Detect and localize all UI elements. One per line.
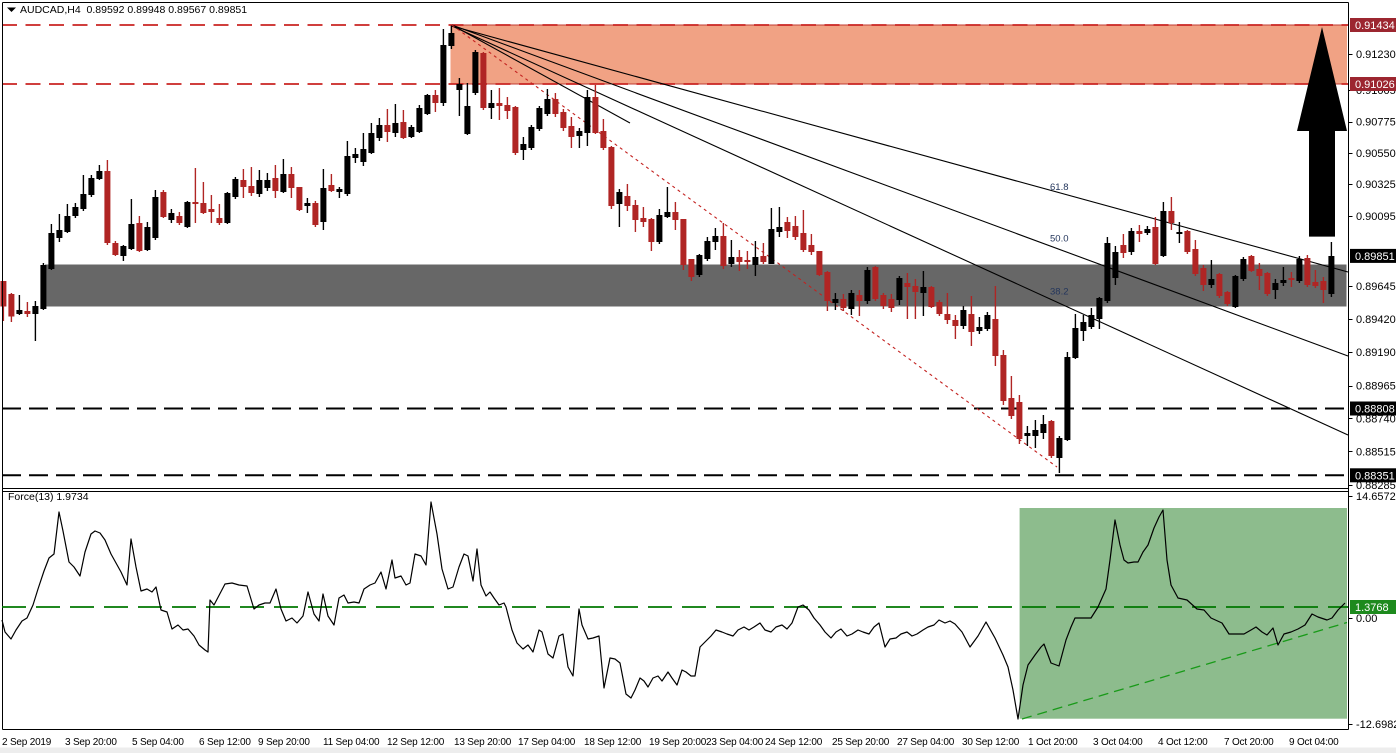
svg-text:0.89851: 0.89851	[1355, 251, 1395, 263]
svg-text:0.00: 0.00	[1356, 613, 1377, 625]
svg-text:0.90095: 0.90095	[1356, 211, 1396, 223]
svg-text:38.2: 38.2	[1050, 287, 1069, 298]
svg-text:12 Sep 12:00: 12 Sep 12:00	[387, 737, 445, 748]
svg-text:0.91434: 0.91434	[1355, 20, 1395, 32]
svg-text:0.88740: 0.88740	[1356, 414, 1396, 426]
svg-text:3 Sep 20:00: 3 Sep 20:00	[65, 737, 117, 748]
svg-text:19 Sep 20:00: 19 Sep 20:00	[649, 737, 707, 748]
svg-text:0.90550: 0.90550	[1356, 148, 1396, 160]
svg-text:24 Sep 12:00: 24 Sep 12:00	[765, 737, 823, 748]
svg-text:0.91230: 0.91230	[1356, 49, 1396, 61]
svg-text:6 Sep 12:00: 6 Sep 12:00	[199, 737, 251, 748]
svg-text:0.88515: 0.88515	[1356, 446, 1396, 458]
svg-text:0.89645: 0.89645	[1356, 281, 1396, 293]
svg-text:5 Sep 04:00: 5 Sep 04:00	[132, 737, 184, 748]
svg-text:50.0: 50.0	[1050, 234, 1069, 245]
svg-text:14.6572: 14.6572	[1356, 491, 1396, 503]
svg-text:0.89420: 0.89420	[1356, 314, 1396, 326]
svg-text:17 Sep 04:00: 17 Sep 04:00	[518, 737, 576, 748]
svg-text:1.3768: 1.3768	[1355, 602, 1389, 614]
svg-text:AUDCAD,H4 0.89592 0.89948 0.8: AUDCAD,H4 0.89592 0.89948 0.89567 0.8985…	[20, 4, 247, 16]
svg-text:0.89190: 0.89190	[1356, 347, 1396, 359]
svg-text:11 Sep 04:00: 11 Sep 04:00	[323, 737, 380, 748]
svg-text:30 Sep 12:00: 30 Sep 12:00	[962, 737, 1020, 748]
svg-text:0.88285: 0.88285	[1356, 480, 1396, 492]
svg-text:0.90775: 0.90775	[1356, 117, 1396, 129]
svg-text:9 Oct 04:00: 9 Oct 04:00	[1289, 737, 1339, 748]
svg-text:1 Oct 20:00: 1 Oct 20:00	[1028, 737, 1078, 748]
svg-text:9 Sep 20:00: 9 Sep 20:00	[258, 737, 310, 748]
svg-text:3 Oct 04:00: 3 Oct 04:00	[1093, 737, 1143, 748]
svg-text:0.88965: 0.88965	[1356, 381, 1396, 393]
svg-text:23 Sep 04:00: 23 Sep 04:00	[706, 737, 764, 748]
svg-text:4 Oct 12:00: 4 Oct 12:00	[1158, 737, 1208, 748]
svg-text:13 Sep 20:00: 13 Sep 20:00	[454, 737, 512, 748]
svg-text:Force(13) 1.9734: Force(13) 1.9734	[8, 491, 89, 503]
svg-text:0.88808: 0.88808	[1355, 404, 1395, 416]
svg-text:0.90325: 0.90325	[1356, 179, 1396, 191]
svg-text:25 Sep 20:00: 25 Sep 20:00	[832, 737, 890, 748]
svg-text:0.91026: 0.91026	[1355, 79, 1395, 91]
svg-text:7 Oct 20:00: 7 Oct 20:00	[1224, 737, 1274, 748]
svg-text:2 Sep 2019: 2 Sep 2019	[2, 737, 52, 748]
svg-text:-12.6982: -12.6982	[1356, 719, 1396, 731]
svg-text:18 Sep 12:00: 18 Sep 12:00	[584, 737, 642, 748]
svg-text:61.8: 61.8	[1050, 182, 1069, 193]
svg-text:27 Sep 04:00: 27 Sep 04:00	[897, 737, 955, 748]
svg-text:0.88351: 0.88351	[1355, 470, 1395, 482]
